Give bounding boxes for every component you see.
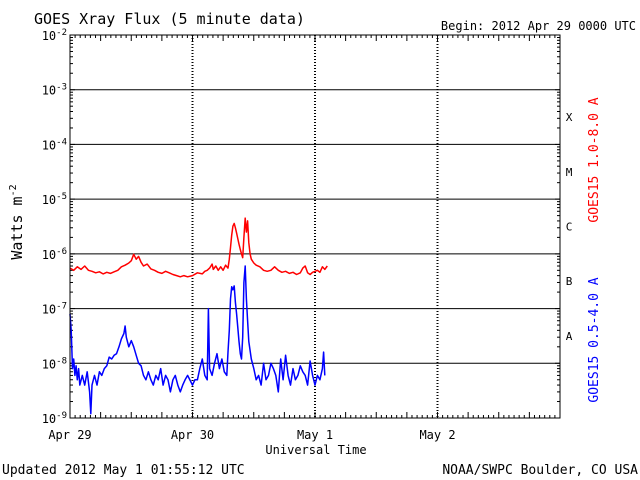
y-axis-label: Watts m-2 [8, 184, 26, 259]
begin-timestamp: Begin: 2012 Apr 29 0000 UTC [441, 19, 636, 33]
legend-long-channel: GOES15 1.0-8.0 A [587, 97, 602, 222]
source-credit: NOAA/SWPC Boulder, CO USA [442, 463, 638, 478]
flare-class-label: C [566, 221, 573, 234]
series-line-0 [69, 217, 328, 278]
y-tick-label: 10-9 [42, 411, 67, 426]
y-tick-label: 10-7 [42, 302, 67, 317]
series-line-1 [69, 265, 326, 415]
grid-layer [70, 35, 560, 418]
y-tick-label: 10-6 [42, 247, 67, 262]
x-tick-label: Apr 30 [171, 428, 214, 442]
x-tick-label: May 2 [419, 428, 455, 442]
x-axis-label: Universal Time [265, 443, 366, 457]
y-tick-labels: 10-9 10-8 10-7 10-6 10-5 10-4 10-3 10-2 [42, 28, 67, 426]
y-tick-label: 10-4 [42, 137, 67, 152]
flare-class-labels: A B C M X [566, 111, 573, 343]
legend-short-channel: GOES15 0.5-4.0 A [587, 277, 602, 402]
x-tick-label: Apr 29 [48, 428, 91, 442]
y-tick-label: 10-3 [42, 83, 67, 98]
flare-class-label: M [566, 166, 573, 179]
plot-frame [69, 34, 561, 419]
chart-title: GOES Xray Flux (5 minute data) [34, 10, 305, 28]
y-tick-label: 10-5 [42, 192, 67, 207]
series-layer [69, 217, 328, 415]
flare-class-label: X [566, 111, 573, 124]
x-tick-labels: Apr 29 Apr 30 May 1 May 2 [48, 428, 455, 442]
y-tick-label: 10-8 [42, 356, 67, 371]
flare-class-label: B [566, 275, 573, 288]
flare-class-label: A [566, 330, 573, 343]
x-tick-label: May 1 [297, 428, 333, 442]
updated-timestamp: Updated 2012 May 1 01:55:12 UTC [2, 463, 245, 478]
y-tick-label: 10-2 [42, 28, 67, 43]
